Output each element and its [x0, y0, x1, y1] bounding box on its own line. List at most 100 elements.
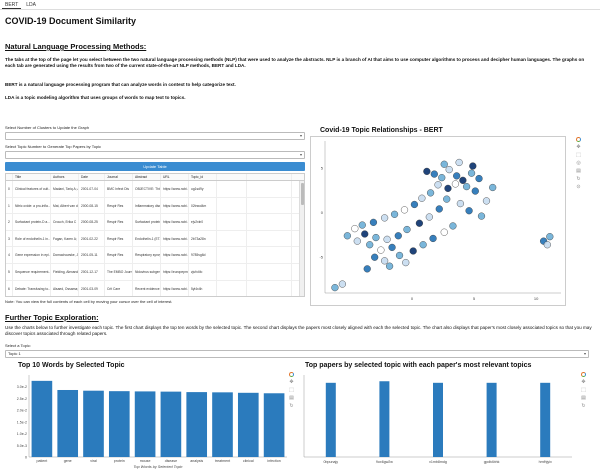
reset-icon[interactable]: ↻	[289, 403, 294, 409]
bokeh-logo-icon[interactable]	[576, 137, 581, 142]
scatter-point[interactable]	[358, 221, 366, 229]
scatter-point[interactable]	[371, 253, 379, 261]
scatter-point[interactable]	[456, 199, 464, 208]
box-zoom-icon[interactable]: ⬚	[289, 387, 294, 393]
table-row[interactable]: 5 Sequence requirement... Fielding, Alexan…	[6, 263, 304, 281]
scatter-point[interactable]	[418, 194, 426, 202]
scatter-point[interactable]	[372, 233, 380, 242]
scatter-point[interactable]	[453, 172, 461, 180]
scatter-point[interactable]	[430, 170, 438, 178]
word-bar[interactable]	[212, 392, 233, 457]
column-header[interactable]: URL	[161, 174, 189, 180]
scatter-point[interactable]	[343, 232, 351, 240]
hover-icon[interactable]: ⊙	[576, 184, 581, 190]
table-row[interactable]: 3 Role of endothelin-1 in... Fagan, Karen …	[6, 230, 304, 248]
word-bar[interactable]	[186, 392, 208, 457]
column-header[interactable]: Authors	[51, 174, 79, 180]
paper-bar[interactable]	[379, 381, 390, 457]
scatter-point[interactable]	[361, 230, 369, 238]
table-row[interactable]: 4 Gene expression in epi... Domachowske, J…	[6, 247, 304, 264]
scatter-point[interactable]	[435, 205, 443, 213]
column-header[interactable]: Journal	[105, 174, 133, 180]
column-header[interactable]: Abstract	[133, 174, 161, 180]
scatter-point[interactable]	[425, 213, 433, 221]
scatter-point[interactable]	[353, 237, 361, 245]
scatter-point[interactable]	[385, 262, 394, 270]
scatter-point[interactable]	[395, 251, 404, 260]
scatter-plot[interactable]: 0 5 10 5 0 -5	[311, 137, 565, 305]
scatter-point[interactable]	[381, 214, 389, 222]
scatter-point[interactable]	[477, 212, 486, 220]
scatter-point[interactable]	[402, 258, 410, 267]
scatter-point[interactable]	[383, 235, 391, 243]
scatter-point[interactable]	[543, 241, 551, 249]
scatter-point[interactable]	[369, 218, 378, 226]
reset-icon[interactable]: ↻	[581, 403, 586, 409]
scatter-point[interactable]	[471, 187, 479, 195]
column-header[interactable]	[217, 174, 247, 180]
pan-icon[interactable]: ✥	[581, 379, 586, 385]
save-icon[interactable]: ▤	[576, 168, 581, 174]
scatter-point[interactable]	[445, 166, 453, 174]
scatter-point[interactable]	[415, 219, 424, 227]
word-bar[interactable]	[160, 391, 182, 457]
save-icon[interactable]: ▤	[581, 395, 586, 401]
scatter-point[interactable]	[440, 160, 448, 168]
scatter-point[interactable]	[388, 243, 396, 252]
box-zoom-icon[interactable]: ⬚	[581, 387, 586, 393]
scatter-point[interactable]	[419, 241, 427, 249]
tab-lda[interactable]: LDA	[26, 2, 36, 8]
scatter-point[interactable]	[434, 181, 442, 189]
scatter-point[interactable]	[475, 174, 483, 183]
table-row[interactable]: 2 Surfactant protein-D a... Crouch, Erika …	[6, 214, 304, 231]
scatter-point[interactable]	[381, 257, 389, 265]
column-header[interactable]: Title	[13, 174, 51, 180]
scatter-point[interactable]	[455, 158, 463, 167]
papers-bar-chart[interactable]: 0bpunajy 9ox6gw2w v1mb8mdg gpdb4bhk hmfhjyix	[300, 371, 575, 471]
paper-bar[interactable]	[540, 382, 551, 457]
bokeh-logo-icon[interactable]	[289, 372, 294, 377]
pan-icon[interactable]: ✥	[576, 144, 581, 150]
paper-bar[interactable]	[325, 382, 336, 457]
scatter-point[interactable]	[463, 182, 471, 191]
column-header[interactable]: Topic_id	[189, 174, 217, 180]
scatter-point[interactable]	[467, 169, 476, 177]
scatter-point[interactable]	[366, 241, 374, 249]
pan-icon[interactable]: ✥	[289, 379, 294, 385]
box-zoom-icon[interactable]: ⬚	[576, 152, 581, 158]
scatter-point[interactable]	[469, 162, 477, 170]
bokeh-logo-icon[interactable]	[581, 372, 586, 377]
word-bar[interactable]	[57, 389, 79, 457]
update-table-button[interactable]: Update Table	[5, 162, 305, 171]
save-icon[interactable]: ▤	[289, 395, 294, 401]
column-header[interactable]	[247, 174, 292, 180]
paper-bar[interactable]	[433, 382, 443, 457]
scrollbar-thumb[interactable]	[301, 183, 304, 205]
scatter-point[interactable]	[451, 180, 460, 188]
table-row[interactable]: 1 Nitric oxide: a pro-infla... Mat, Albert…	[6, 197, 304, 215]
scatter-point[interactable]	[465, 207, 473, 215]
table-row[interactable]: 0 Clinical features of cult... Madani, Tar…	[6, 181, 304, 198]
scatter-point[interactable]	[429, 234, 437, 243]
word-bar[interactable]	[134, 391, 156, 457]
scatter-point[interactable]	[443, 195, 451, 203]
scatter-point[interactable]	[390, 210, 399, 218]
word-bar[interactable]	[108, 391, 130, 457]
scatter-point[interactable]	[351, 225, 359, 233]
column-header[interactable]: Date	[79, 174, 105, 180]
word-bar[interactable]	[237, 392, 259, 457]
scatter-point[interactable]	[440, 228, 448, 236]
scatter-point[interactable]	[410, 200, 419, 209]
scatter-point[interactable]	[449, 222, 457, 230]
word-bar[interactable]	[263, 393, 285, 457]
scatter-point[interactable]	[394, 232, 402, 240]
reset-icon[interactable]: ↻	[576, 176, 581, 182]
word-bar[interactable]	[83, 390, 104, 457]
scatter-point[interactable]	[489, 183, 497, 192]
topic-number-select[interactable]: ▾	[5, 151, 305, 159]
scatter-point[interactable]	[546, 233, 554, 241]
word-bar[interactable]	[31, 380, 53, 457]
scatter-point[interactable]	[423, 167, 431, 176]
scatter-point[interactable]	[331, 284, 339, 292]
scatter-point[interactable]	[482, 197, 491, 205]
